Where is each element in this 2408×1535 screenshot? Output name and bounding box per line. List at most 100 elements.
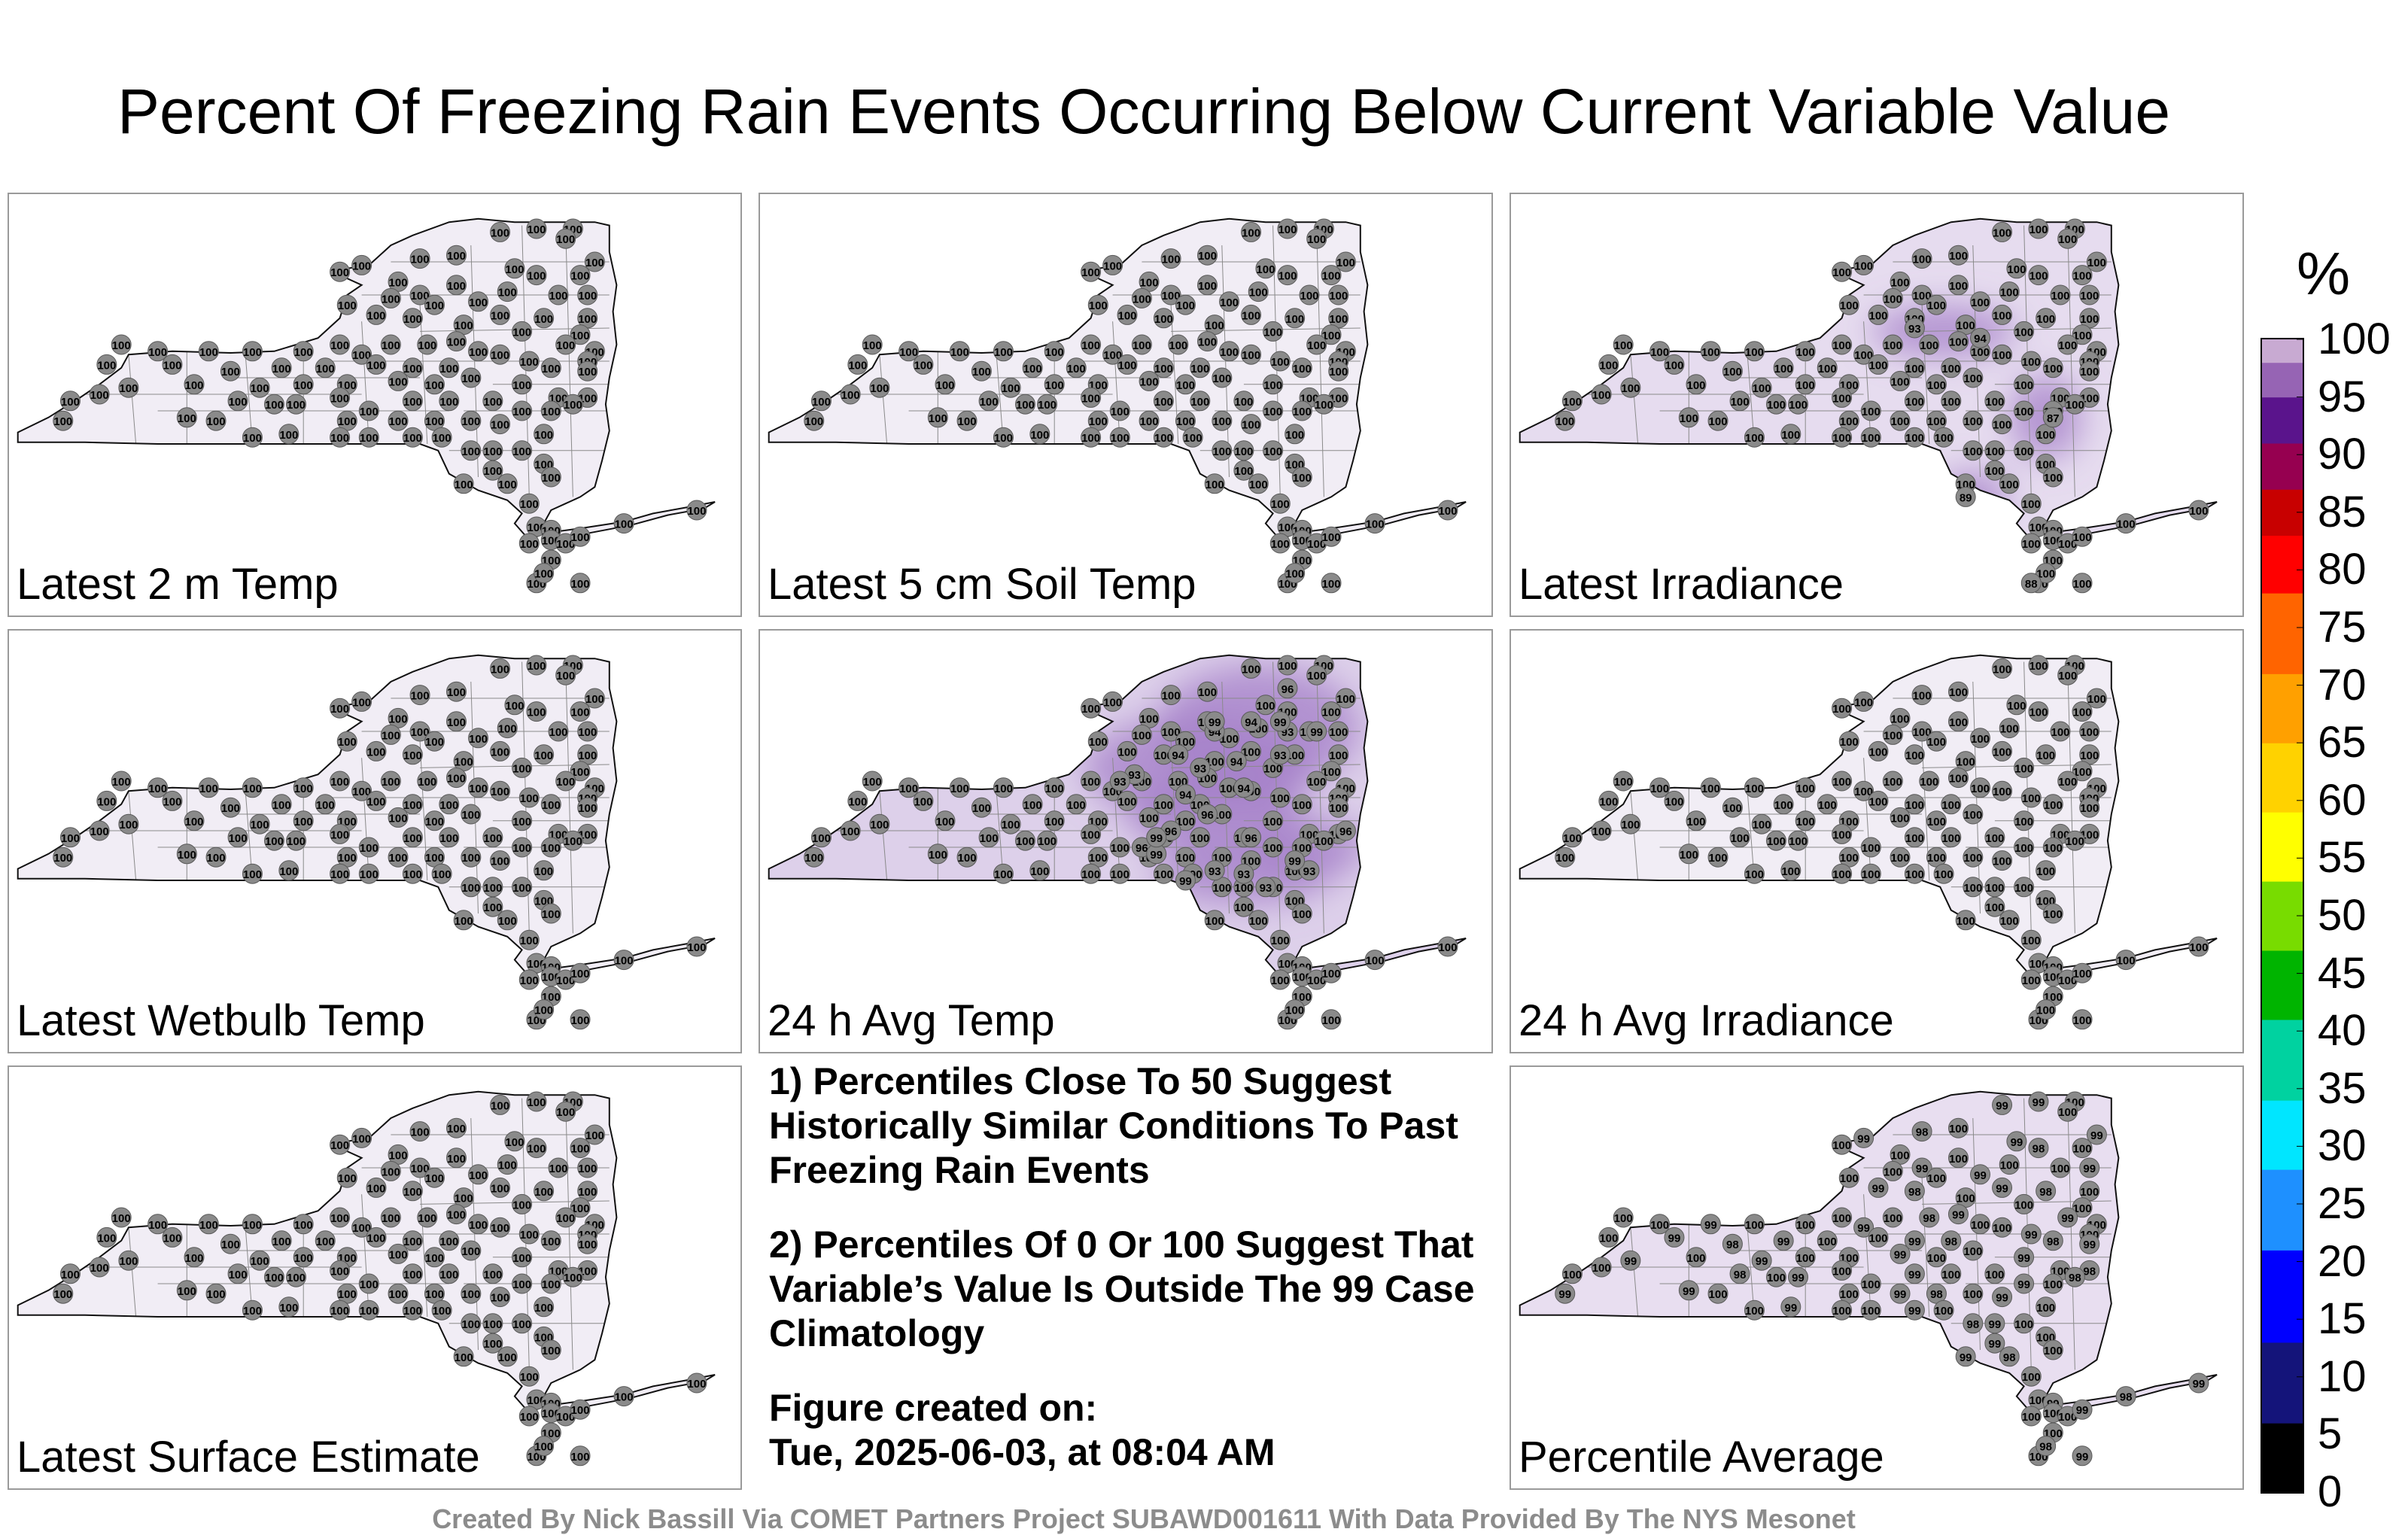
station-dot <box>497 473 518 494</box>
station-value: 100 <box>491 1099 509 1112</box>
station-value: 100 <box>542 1345 561 1357</box>
station-dot <box>2057 771 2078 792</box>
station-value: 100 <box>1796 1252 1815 1265</box>
station-value: 100 <box>1862 406 1880 418</box>
station-value: 100 <box>389 276 408 289</box>
station-value: 100 <box>207 415 226 428</box>
station-value: 99 <box>1960 1351 1972 1364</box>
station-dot <box>1882 771 1903 792</box>
colorbar-band <box>2262 524 2303 536</box>
station-dot <box>810 827 832 848</box>
station-value: 100 <box>1891 415 1910 428</box>
station-value: 100 <box>382 293 400 305</box>
station-value: 100 <box>2080 366 2099 378</box>
station-value: 100 <box>2007 263 2026 276</box>
station-value: 100 <box>1206 320 1224 333</box>
station-value: 100 <box>1038 835 1057 848</box>
station-dot <box>402 744 423 765</box>
station-dot <box>2036 563 2057 584</box>
station-dot <box>1686 1247 1707 1268</box>
colorbar-band <box>2262 1411 2303 1424</box>
colorbar-band <box>2262 938 2303 951</box>
station-value: 100 <box>1818 363 1837 375</box>
station-dot <box>402 794 423 815</box>
station-value: 100 <box>1169 339 1187 352</box>
station-value: 100 <box>1884 776 1902 789</box>
station-value: 100 <box>1985 901 2004 914</box>
station-dot <box>1241 344 1262 365</box>
station-dot <box>1904 427 1925 448</box>
station-value: 100 <box>1329 749 1348 762</box>
station-dot <box>2072 701 2093 722</box>
station-dot <box>1196 331 1218 352</box>
station-value: 100 <box>447 1209 466 1222</box>
station-dot <box>577 284 598 305</box>
station-value: 100 <box>382 776 400 789</box>
station-value: 100 <box>556 1212 575 1225</box>
station-value: 100 <box>1081 776 1100 789</box>
station-value: 100 <box>2051 290 2069 302</box>
station-value: 100 <box>2007 700 2026 713</box>
station-value: 100 <box>2073 1202 2092 1215</box>
station-value: 100 <box>403 432 422 445</box>
colorbar-band <box>2262 339 2303 351</box>
station-value: 100 <box>1117 359 1136 372</box>
station-dot <box>1328 721 1349 742</box>
station-dot <box>1153 427 1174 448</box>
county-line <box>128 791 137 881</box>
station-value: 98 <box>2083 1265 2096 1278</box>
station-value: 100 <box>403 749 422 762</box>
station-dot <box>584 251 605 272</box>
station-value: 100 <box>870 382 889 395</box>
note-2: 2) Percentiles Of 0 Or 100 Suggest That … <box>769 1223 1475 1354</box>
station-value: 100 <box>439 832 458 845</box>
station-dot <box>1066 794 1087 815</box>
station-value: 100 <box>1133 339 1151 352</box>
station-value: 100 <box>1745 432 1764 445</box>
station-value: 100 <box>1832 432 1851 445</box>
station-value: 100 <box>491 419 509 432</box>
station-value: 99 <box>1179 875 1192 888</box>
station-dot <box>1014 830 1035 851</box>
station-dot <box>242 341 263 362</box>
station-dot <box>1146 827 1167 848</box>
station-value: 100 <box>178 849 196 862</box>
station-dot <box>2064 830 2085 851</box>
station-value: 100 <box>1971 783 1990 795</box>
station-dot <box>424 1247 445 1268</box>
station-value: 94 <box>1245 716 1257 729</box>
station-dot <box>1328 284 1349 305</box>
station-dot <box>1947 711 1969 732</box>
station-value: 100 <box>2066 835 2084 848</box>
station-value: 100 <box>2051 1163 2069 1175</box>
station-dot <box>1832 823 1853 844</box>
station-dot <box>1963 1313 1984 1334</box>
station-dot <box>1832 387 1853 408</box>
station-value: 100 <box>338 736 357 749</box>
station-value: 100 <box>1993 226 2011 239</box>
county-line <box>565 664 573 934</box>
station-value: 100 <box>403 396 422 409</box>
station-value: 100 <box>1329 290 1348 302</box>
station-value: 100 <box>1089 415 1108 428</box>
station-value: 100 <box>1242 419 1260 432</box>
station-dot <box>2014 837 2035 858</box>
station-value: 100 <box>1111 432 1130 445</box>
station-value: 100 <box>294 1252 313 1265</box>
station-value: 100 <box>929 849 947 862</box>
station-dot <box>1904 744 1925 765</box>
station-dot <box>1860 1299 1881 1321</box>
station-dot <box>2042 903 2063 924</box>
station-dot <box>1204 711 1225 732</box>
station-dot <box>518 351 540 372</box>
station-value: 100 <box>251 819 269 831</box>
station-value: 100 <box>1592 825 1611 838</box>
station-dot <box>1233 391 1254 412</box>
station-value: 100 <box>1198 336 1217 349</box>
station-value: 94 <box>1974 333 1987 345</box>
station-value: 100 <box>1985 882 2004 895</box>
station-dot <box>2036 308 2057 329</box>
station-value: 100 <box>914 795 932 808</box>
station-dot <box>388 370 409 391</box>
